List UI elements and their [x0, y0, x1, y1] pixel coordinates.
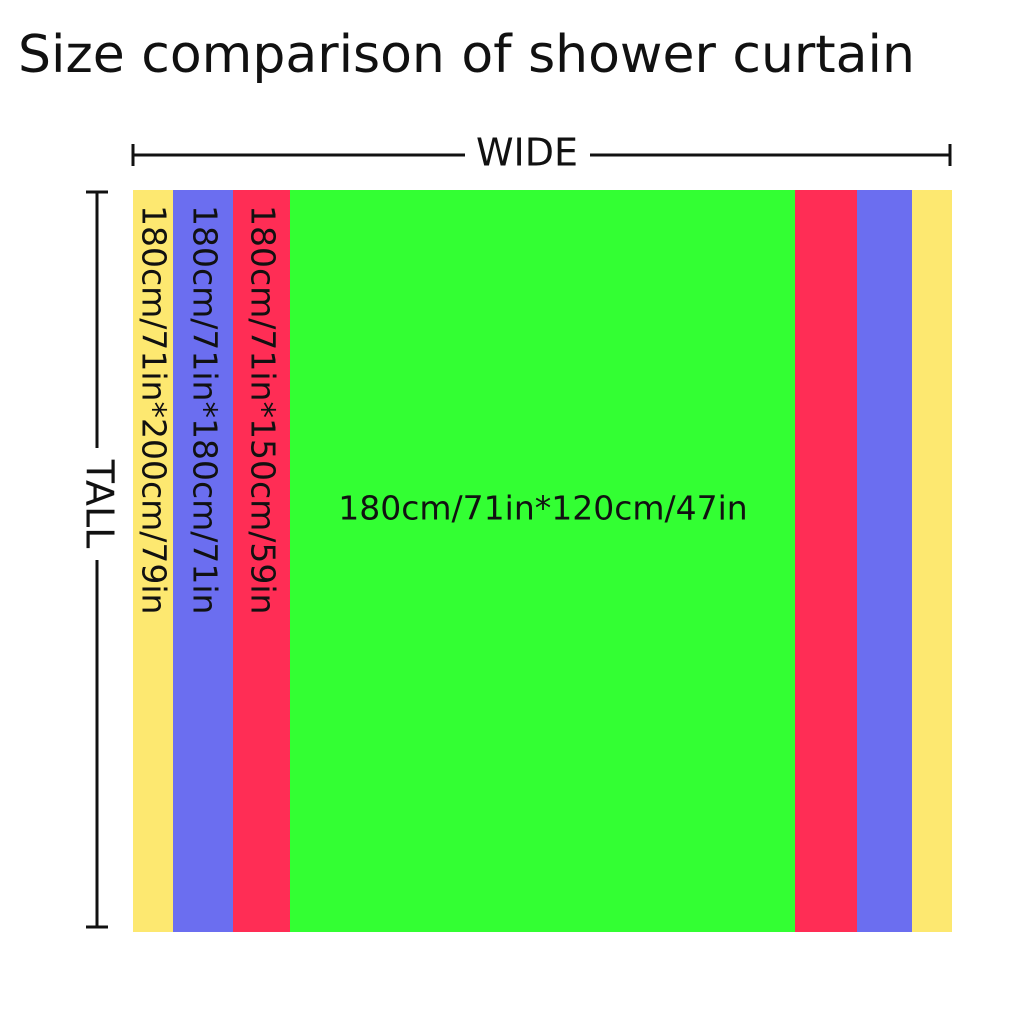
size-label: 180cm/71in*200cm/79in — [135, 205, 174, 614]
wide-label: WIDE — [476, 131, 578, 175]
size-label: 180cm/71in*180cm/71in — [186, 205, 225, 614]
wide-dimension — [131, 144, 952, 166]
title: Size comparison of shower curtain — [18, 25, 915, 85]
size-label: 180cm/71in*120cm/47in — [338, 489, 747, 528]
size-label: 180cm/71in*150cm/59in — [244, 205, 283, 614]
tall-label: TALL — [78, 459, 122, 549]
tall-dimension — [86, 190, 108, 929]
size-120 — [290, 190, 795, 932]
